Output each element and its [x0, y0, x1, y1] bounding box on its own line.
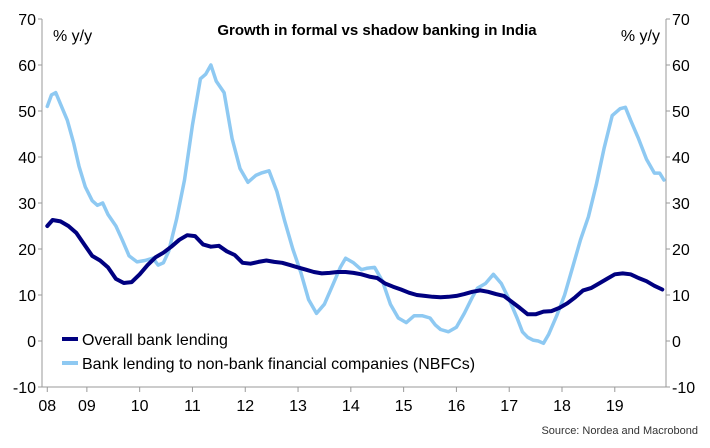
x-tick-label: 10: [131, 398, 149, 415]
series-line-overall: [45, 218, 665, 317]
right-tick-label: 10: [672, 288, 690, 305]
left-tick-label: 50: [18, 104, 36, 121]
right-tick-label: 40: [672, 150, 690, 167]
left-axis-ticks: -10 0 10 20 30 40 50 60 70: [13, 12, 42, 397]
legend-label-nbfc: Bank lending to non-bank financial compa…: [82, 356, 475, 373]
right-tick-label: 70: [672, 12, 690, 29]
left-tick-label: 20: [18, 242, 36, 259]
right-tick-label: 20: [672, 242, 690, 259]
x-tick-label: 15: [395, 398, 413, 415]
right-tick-label: 30: [672, 196, 690, 213]
x-tick-label: 17: [500, 398, 518, 415]
x-axis-ticks: 08 09 10 11 12 13 14 15 16 17 18 19: [38, 387, 624, 415]
source-note: Source: Nordea and Macrobond: [541, 425, 698, 437]
left-tick-label: 40: [18, 150, 36, 167]
left-tick-label: 10: [18, 288, 36, 305]
right-tick-label: 50: [672, 104, 690, 121]
x-tick-label: 08: [38, 398, 56, 415]
x-tick-label: 14: [342, 398, 360, 415]
series-line-nbfc: [45, 63, 666, 346]
legend-label-overall: Overall bank lending: [82, 332, 228, 349]
right-tick-label: 0: [672, 334, 681, 351]
x-tick-label: 09: [78, 398, 96, 415]
series-lines: [45, 63, 666, 346]
left-tick-label: 0: [27, 334, 36, 351]
chart-title: Growth in formal vs shadow banking in In…: [217, 22, 537, 39]
x-tick-label: 11: [184, 398, 201, 415]
left-tick-label: 30: [18, 196, 36, 213]
x-tick-label: 16: [448, 398, 466, 415]
right-tick-label: -10: [672, 380, 695, 397]
left-tick-label: 60: [18, 58, 36, 75]
left-axis-unit: % y/y: [53, 28, 92, 45]
x-tick-label: 19: [606, 398, 624, 415]
right-tick-label: 60: [672, 58, 690, 75]
right-axis-unit: % y/y: [621, 28, 660, 45]
left-tick-label: -10: [13, 380, 36, 397]
legend: Overall bank lending Bank lending to non…: [62, 332, 475, 373]
x-tick-label: 18: [553, 398, 571, 415]
left-tick-label: 70: [18, 12, 36, 29]
right-axis-ticks: -10 0 10 20 30 40 50 60 70: [666, 12, 695, 397]
x-tick-label: 13: [289, 398, 307, 415]
x-tick-label: 12: [236, 398, 254, 415]
